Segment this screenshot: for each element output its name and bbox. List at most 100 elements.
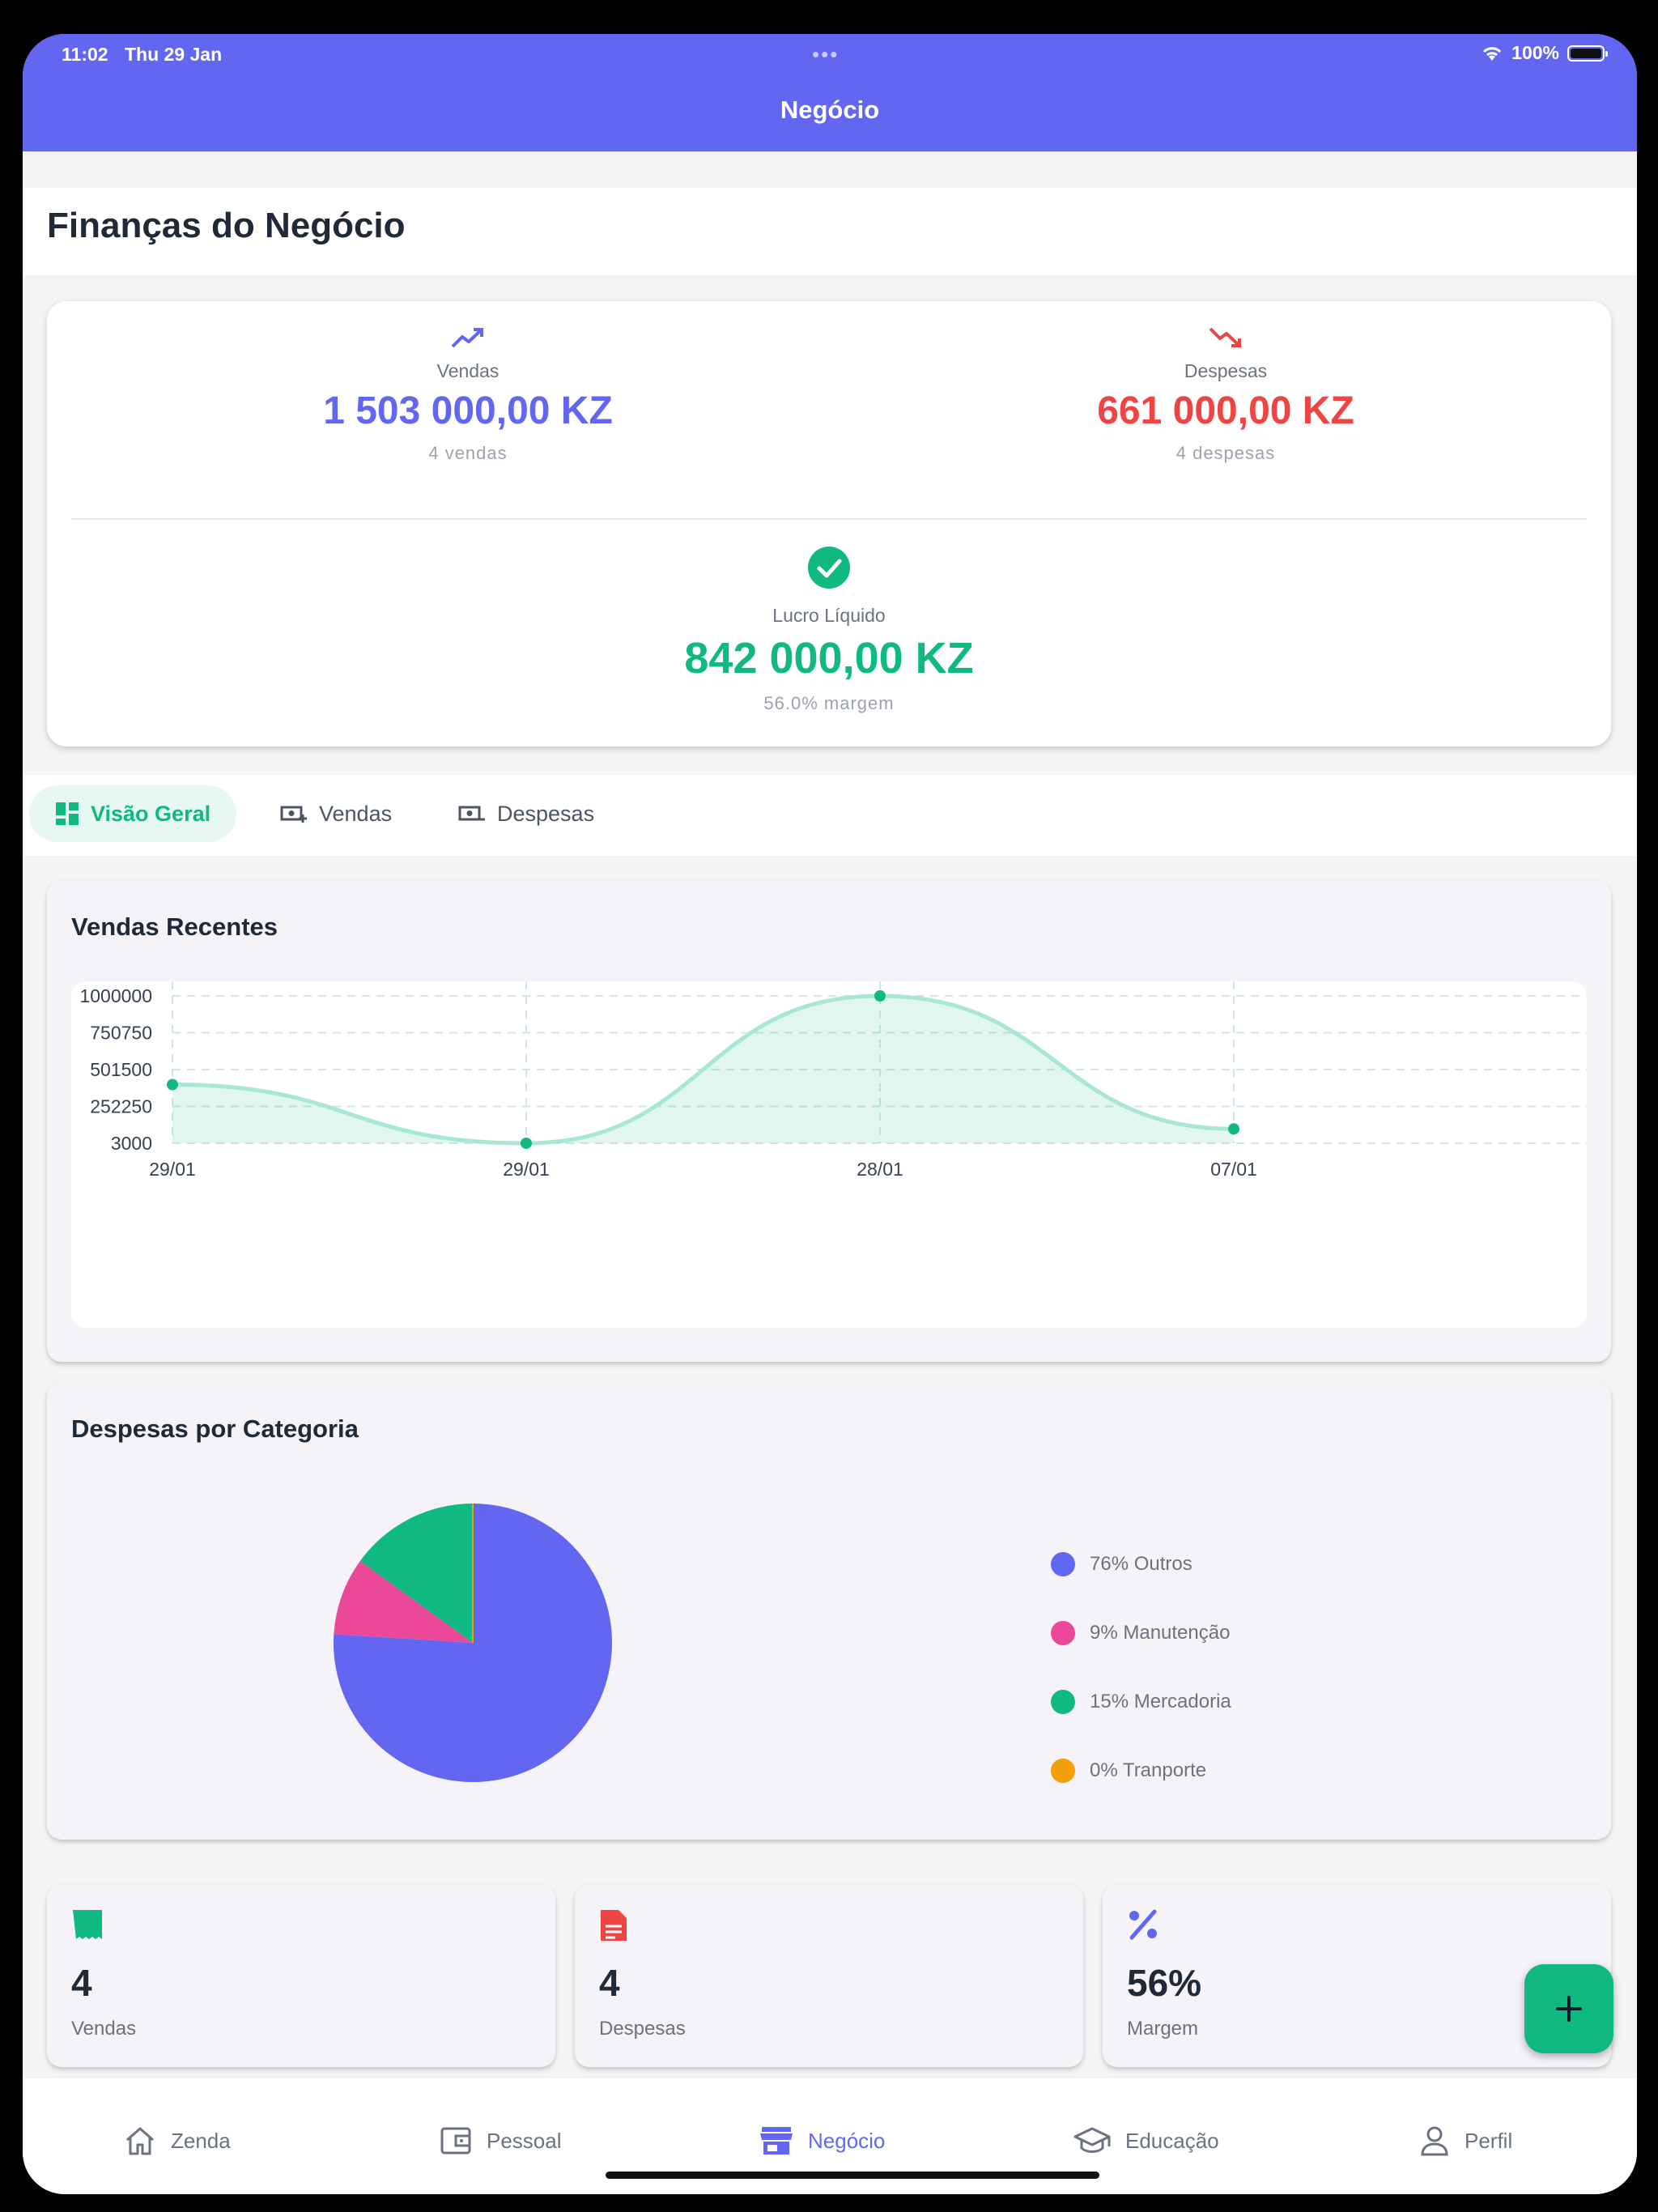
nav-label: Educação bbox=[1125, 2128, 1219, 2153]
plus-icon bbox=[1556, 1996, 1582, 2022]
sales-value: 1 503 000,00 KZ bbox=[323, 389, 613, 432]
summary-divider bbox=[71, 518, 1587, 520]
x-tick-label: 28/01 bbox=[857, 1159, 903, 1180]
tab-overview[interactable]: Visão Geral bbox=[29, 785, 237, 842]
status-indicators: 100% bbox=[1481, 42, 1608, 64]
nav-item-education[interactable]: Educação bbox=[1073, 2125, 1219, 2156]
home-indicator[interactable] bbox=[606, 2172, 1099, 2179]
recent-sales-chart: 1000000 750750 501500 252250 3000 29/01 29/01 2… bbox=[79, 981, 1587, 1180]
legend-item: 15% Mercadoria bbox=[1051, 1690, 1231, 1714]
profit-label: Lucro Líquido bbox=[772, 605, 886, 626]
nav-label: Negócio bbox=[808, 2128, 886, 2153]
y-tick-label: 252250 bbox=[90, 1096, 152, 1117]
data-point bbox=[167, 1078, 178, 1091]
legend-dot bbox=[1051, 1690, 1075, 1714]
expenses-count: 4 despesas bbox=[1175, 443, 1276, 463]
summary-card: Vendas 1 503 000,00 KZ 4 vendas Despesas… bbox=[47, 301, 1611, 747]
profit-summary: Lucro Líquido 842 000,00 KZ 56.0% margem bbox=[627, 546, 1031, 714]
nav-item-profile[interactable]: Perfil bbox=[1419, 2125, 1512, 2156]
recent-sales-title: Vendas Recentes bbox=[71, 912, 278, 941]
tab-sales[interactable]: Vendas bbox=[280, 785, 392, 842]
expenses-summary: Despesas 661 000,00 KZ 4 despesas bbox=[1023, 325, 1428, 464]
y-tick-label: 501500 bbox=[90, 1059, 152, 1080]
sales-count-value: 4 bbox=[71, 1962, 92, 2004]
battery-percent: 100% bbox=[1511, 42, 1559, 63]
person-icon bbox=[1421, 2126, 1448, 2156]
expenses-pie-chart bbox=[334, 1504, 612, 1782]
header-title: Negócio bbox=[780, 96, 880, 124]
page-title: Finanças do Negócio bbox=[47, 206, 406, 245]
status-time: 11:02 bbox=[62, 44, 108, 65]
expenses-count-label: Despesas bbox=[599, 2018, 686, 2040]
x-tick-label: 29/01 bbox=[149, 1159, 196, 1180]
tab-overview-label: Visão Geral bbox=[91, 801, 211, 826]
legend-dot bbox=[1051, 1621, 1075, 1645]
data-point bbox=[521, 1138, 532, 1149]
data-point bbox=[1228, 1123, 1239, 1135]
dashboard-icon bbox=[56, 802, 79, 825]
expenses-category-title: Despesas por Categoria bbox=[71, 1414, 359, 1443]
device-screen: 11:02 Thu 29 Jan ••• 100% Negócio Finanç… bbox=[23, 34, 1637, 2194]
add-button[interactable] bbox=[1524, 1964, 1613, 2053]
battery-icon bbox=[1567, 45, 1608, 62]
nav-label: Perfil bbox=[1465, 2128, 1513, 2153]
expenses-value: 661 000,00 KZ bbox=[1097, 389, 1354, 432]
tab-sales-label: Vendas bbox=[319, 801, 393, 826]
profit-value: 842 000,00 KZ bbox=[684, 634, 974, 683]
store-icon bbox=[760, 2127, 793, 2155]
y-tick-label: 3000 bbox=[111, 1133, 152, 1154]
check-circle-icon bbox=[808, 547, 850, 589]
receipt-icon bbox=[73, 1910, 102, 1939]
legend-item: 0% Tranporte bbox=[1051, 1759, 1206, 1783]
recent-sales-card: Vendas Recentes 1000000 750750 501500 25225… bbox=[47, 880, 1611, 1362]
page-title-band bbox=[23, 188, 1637, 275]
y-tick-label: 1000000 bbox=[79, 985, 152, 1006]
money-add-icon bbox=[280, 806, 307, 823]
expenses-label: Despesas bbox=[1184, 360, 1268, 381]
tabs-bar bbox=[23, 775, 1637, 856]
y-tick-label: 750750 bbox=[90, 1023, 152, 1044]
nav-item-home[interactable]: Zenda bbox=[124, 2125, 231, 2156]
nav-item-business[interactable]: Negócio bbox=[759, 2125, 885, 2156]
legend-dot bbox=[1051, 1552, 1075, 1576]
expenses-category-card: Despesas por Categoria 76% Outros 9% Man… bbox=[47, 1382, 1611, 1840]
x-tick-label: 07/01 bbox=[1210, 1159, 1257, 1180]
tab-expenses-label: Despesas bbox=[497, 801, 595, 826]
expenses-count-value: 4 bbox=[599, 1962, 620, 2004]
x-tick-label: 29/01 bbox=[503, 1159, 550, 1180]
profit-margin: 56.0% margem bbox=[763, 693, 895, 713]
trending-up-icon bbox=[451, 328, 483, 348]
multitasking-dots-icon[interactable]: ••• bbox=[812, 42, 840, 66]
sales-count-card[interactable]: 4 Vendas bbox=[47, 1884, 555, 2067]
document-icon bbox=[601, 1910, 627, 1941]
status-date: Thu 29 Jan bbox=[125, 44, 223, 65]
money-remove-icon bbox=[458, 806, 485, 821]
trending-down-icon bbox=[1209, 327, 1241, 347]
tab-expenses[interactable]: Despesas bbox=[458, 785, 594, 842]
legend-dot bbox=[1051, 1759, 1075, 1783]
legend-label: 76% Outros bbox=[1090, 1553, 1192, 1575]
pie-slice bbox=[334, 1560, 473, 1643]
app-bar: 11:02 Thu 29 Jan ••• 100% Negócio bbox=[23, 34, 1637, 151]
margin-label: Margem bbox=[1127, 2018, 1199, 2040]
nav-label: Zenda bbox=[171, 2128, 231, 2153]
wifi-icon bbox=[1483, 46, 1502, 61]
expenses-count-card[interactable]: 4 Despesas bbox=[575, 1884, 1083, 2067]
sales-count: 4 vendas bbox=[428, 443, 508, 463]
legend-item: 76% Outros bbox=[1051, 1552, 1192, 1576]
legend-item: 9% Manutenção bbox=[1051, 1621, 1230, 1645]
nav-item-personal[interactable]: Pessoal bbox=[440, 2125, 562, 2156]
home-icon bbox=[126, 2127, 154, 2155]
sales-count-label: Vendas bbox=[71, 2018, 137, 2040]
series-line bbox=[172, 993, 1235, 1146]
pie-slice bbox=[359, 1504, 473, 1643]
legend-label: 0% Tranporte bbox=[1090, 1759, 1207, 1781]
wallet-icon bbox=[440, 2127, 471, 2155]
legend-label: 9% Manutenção bbox=[1090, 1622, 1231, 1644]
percent-icon bbox=[1129, 1909, 1157, 1940]
nav-label: Pessoal bbox=[487, 2128, 562, 2153]
recent-sales-chart-area: 1000000 750750 501500 252250 3000 29/01 29/01 2… bbox=[71, 981, 1587, 1328]
data-point bbox=[874, 990, 886, 1002]
margin-value: 56% bbox=[1127, 1962, 1202, 2004]
sales-summary: Vendas 1 503 000,00 KZ 4 vendas bbox=[266, 325, 670, 464]
